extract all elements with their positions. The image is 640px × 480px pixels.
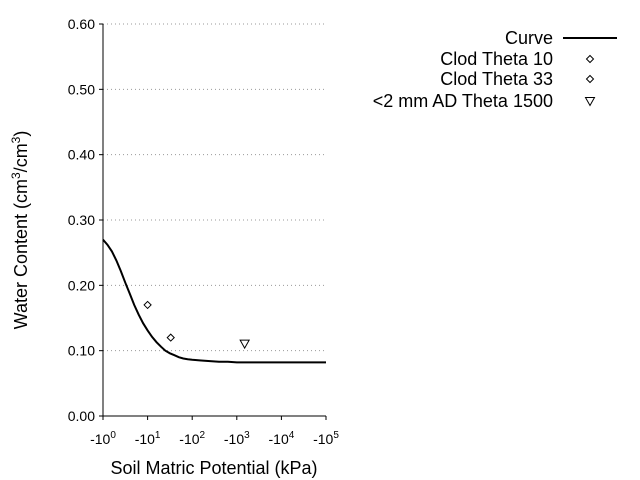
x-tick-label: -101	[135, 430, 161, 447]
legend-label-curve: Curve	[505, 28, 553, 48]
y-ticks: 0.00 0.10 0.20 0.30 0.40 0.50 0.60	[68, 16, 103, 424]
x-tick-label: -100	[90, 430, 116, 447]
legend-label-clod-theta-10: Clod Theta 10	[440, 49, 553, 69]
legend-label-ad-theta-1500: <2 mm AD Theta 1500	[373, 91, 553, 111]
x-tick-label: -103	[224, 430, 250, 447]
y-axis-title-end: )	[11, 131, 31, 137]
legend-swatch-clod-theta-10	[585, 54, 595, 64]
data-point-marker	[166, 333, 175, 342]
x-tick-label: -104	[269, 430, 295, 447]
y-axis-title: Water Content (cm3/cm3)	[9, 131, 31, 330]
y-tick-label: 0.60	[68, 16, 95, 32]
y-tick-label: 0.00	[68, 408, 95, 424]
y-axis-title-mid: /cm	[11, 143, 31, 172]
data-point-marker	[143, 300, 152, 310]
data-point-marker	[239, 339, 251, 350]
y-tick-label: 0.40	[68, 147, 95, 163]
x-tick-label: -102	[179, 430, 205, 447]
legend-swatch-ad-theta-1500	[584, 97, 596, 107]
legend: Curve Clod Theta 10 Clod Theta 33 <2 mm …	[373, 28, 617, 111]
x-ticks: -100 -101 -102 -103 -104 -105	[90, 416, 339, 447]
legend-label-clod-theta-33: Clod Theta 33	[440, 69, 553, 89]
y-tick-label: 0.20	[68, 277, 95, 293]
x-axis-title: Soil Matric Potential (kPa)	[110, 458, 317, 478]
y-tick-label: 0.50	[68, 81, 95, 97]
scatter-markers	[143, 300, 251, 350]
y-axis-title-main: Water Content (cm	[11, 179, 31, 329]
series-curve-line	[102, 238, 326, 364]
y-gridlines	[103, 23, 326, 352]
y-tick-label: 0.10	[68, 343, 95, 359]
legend-swatch-clod-theta-33	[585, 74, 595, 84]
y-tick-label: 0.30	[68, 212, 95, 228]
y-axis-title-sup2: 3	[9, 136, 23, 143]
x-tick-label: -105	[313, 430, 339, 447]
y-axis-title-sup1: 3	[9, 172, 23, 179]
